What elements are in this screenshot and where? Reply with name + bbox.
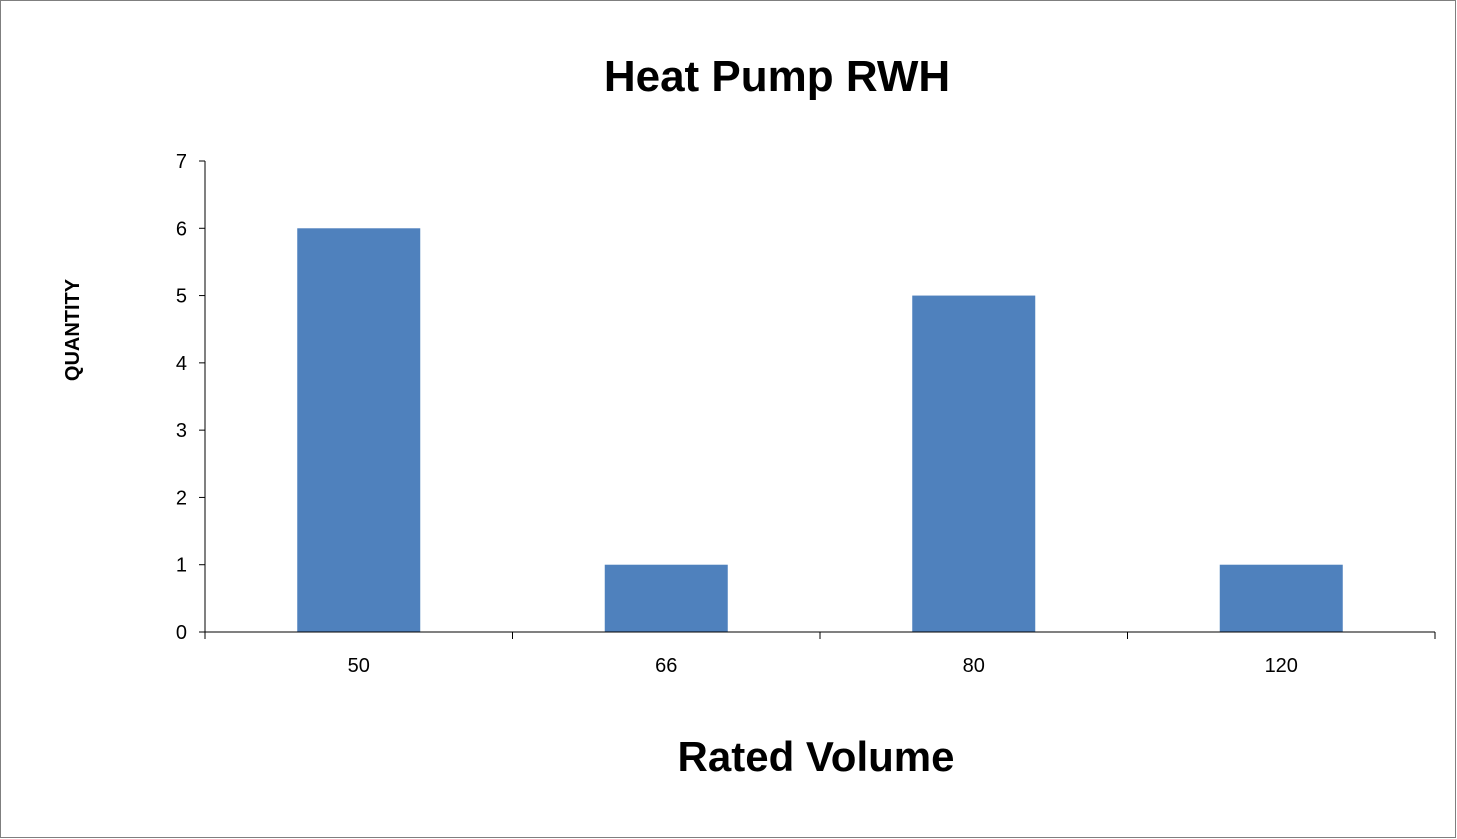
x-tick-label: 50 <box>348 655 370 677</box>
y-tick-label: 4 <box>176 353 187 375</box>
bar-50 <box>297 228 421 633</box>
x-tick-label: 120 <box>1265 655 1298 677</box>
x-tick-label: 66 <box>655 655 677 677</box>
y-tick-label: 6 <box>176 218 187 240</box>
y-tick-label: 2 <box>176 487 187 509</box>
bars-layer <box>297 228 1343 633</box>
bar-80 <box>912 295 1036 632</box>
y-tick-label: 0 <box>176 622 187 644</box>
axes-layer: 0 1 2 3 4 5 6 7 50 66 80 120 <box>176 151 1436 677</box>
x-tick-label: 80 <box>963 655 985 677</box>
bar-120 <box>1219 564 1343 632</box>
y-tick-label: 7 <box>176 151 187 173</box>
x-axis-label: Rated Volume <box>678 733 955 780</box>
y-tick-label: 3 <box>176 420 187 442</box>
bar-66 <box>604 564 728 632</box>
chart-title: Heat Pump RWH <box>604 52 950 101</box>
y-tick-label: 5 <box>176 286 187 308</box>
y-axis-label: QUANTITY <box>62 278 84 381</box>
y-tick-label: 1 <box>176 555 187 577</box>
